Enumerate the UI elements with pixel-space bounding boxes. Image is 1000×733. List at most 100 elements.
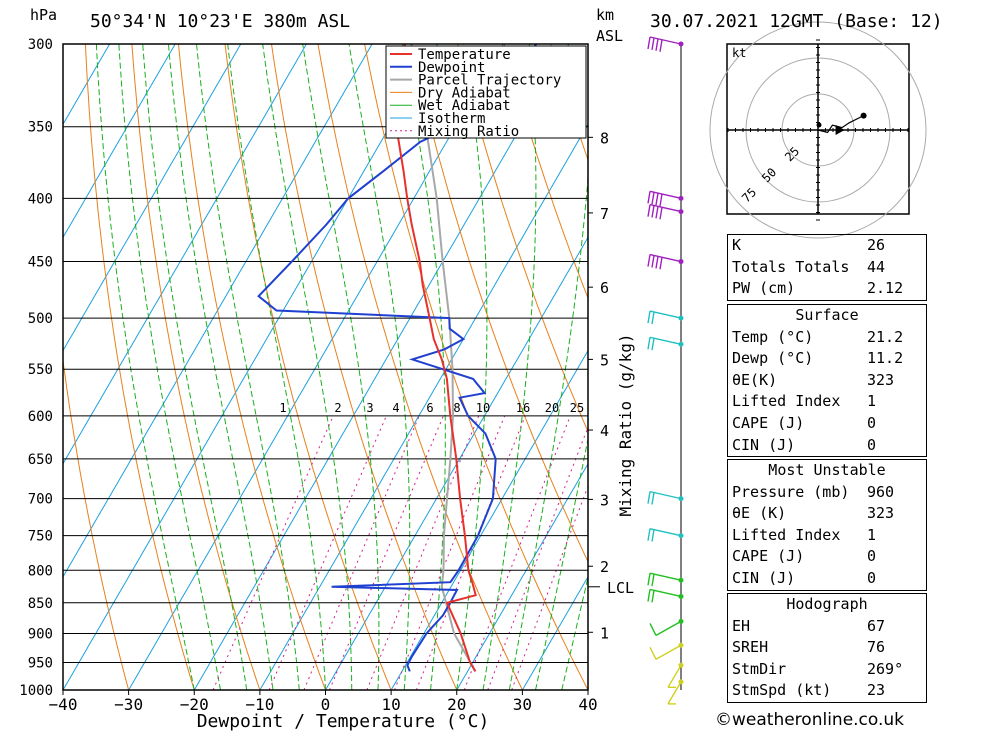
- wind-barb: [667, 662, 684, 688]
- x-tick-label: 40: [578, 695, 597, 714]
- wind-barb: [647, 336, 684, 351]
- wind-feather: [655, 38, 659, 51]
- pressure-label: 350: [28, 120, 53, 136]
- wind-feather: [651, 192, 655, 205]
- most-unstable-label: CIN (J): [732, 568, 796, 587]
- most-unstable-value: 0: [867, 547, 877, 566]
- legend-item: Dewpoint: [418, 60, 485, 76]
- dry-adiabat-line: [503, 44, 588, 300]
- wind-barb: [647, 527, 684, 542]
- wind-feather: [647, 36, 651, 50]
- wet-adiabat-line: [227, 44, 326, 690]
- mixing-ratio-label: 10: [476, 401, 490, 415]
- wet-adiabat-line: [196, 44, 300, 690]
- hodograph-stat-value: 23: [867, 681, 886, 700]
- surface-row: Lifted Index 1: [728, 391, 926, 413]
- surface-value: 0: [867, 435, 877, 454]
- temperature-profile: [395, 44, 477, 672]
- surface-label: CAPE (J): [732, 413, 805, 432]
- parcel-trajectory-profile: [410, 44, 477, 672]
- wet-adiabat-line: [561, 575, 588, 690]
- dry-adiabat-line: [969, 44, 1000, 690]
- wind-feather: [651, 338, 655, 351]
- km-tick-label: 2: [600, 558, 609, 576]
- legend-item: Parcel Trajectory: [418, 73, 561, 89]
- hodograph-stat-label: StmDir: [732, 659, 787, 678]
- wind-shaft: [649, 572, 682, 581]
- wet-adiabat-line: [302, 44, 380, 690]
- most-unstable-row: CIN (J) 0: [728, 568, 926, 590]
- wind-shaft: [649, 190, 682, 200]
- most-unstable-row: CAPE (J) 0: [728, 546, 926, 568]
- wet-adiabat-line: [456, 44, 488, 690]
- wind-shaft: [649, 203, 682, 213]
- surface-table: Surface Temp (°C) 21.2 Dewp (°C) 11.2 θE(K) 32…: [727, 304, 927, 458]
- index-value: 44: [867, 257, 886, 276]
- most-unstable-label: θE (K): [732, 504, 787, 523]
- plot-frame: [62, 43, 589, 691]
- hodograph-start-dot: [816, 122, 822, 128]
- surface-label: θE(K): [732, 370, 778, 389]
- wind-barb: [647, 203, 684, 220]
- hodograph-stat-heading: Hodograph: [786, 595, 868, 613]
- most-unstable-value: 0: [867, 568, 877, 587]
- isotherm-line: [63, 44, 111, 126]
- wind-feather: [659, 257, 663, 270]
- isotherm-line: [456, 462, 588, 690]
- dewpoint-profile: [257, 44, 537, 672]
- hodograph-stat-row: StmDir 269°: [728, 659, 926, 681]
- index-label: Totals Totals: [732, 257, 850, 276]
- surface-value: 1: [867, 392, 877, 411]
- most-unstable-value: 323: [867, 504, 895, 523]
- wet-adiabat-line: [482, 44, 537, 690]
- most-unstable-heading: Most Unstable: [768, 461, 886, 479]
- mixing-ratio-line: [366, 415, 480, 690]
- hodograph-unit: kt: [732, 46, 746, 60]
- height-unit-asl: ASL: [596, 27, 623, 45]
- most-unstable-label: Pressure (mb): [732, 482, 850, 501]
- km-tick-label: 7: [600, 205, 609, 223]
- index-row: PW (cm) 2.12: [728, 278, 926, 300]
- isotherm-line: [63, 44, 176, 239]
- surface-row: Temp (°C) 21.2: [728, 327, 926, 349]
- hodograph-stat-row: SREH 76: [728, 637, 926, 659]
- km-tick-label: 1: [600, 624, 609, 642]
- surface-label: Dewp (°C): [732, 349, 814, 368]
- dry-adiabat-line: [178, 44, 326, 690]
- wind-feather: [647, 589, 651, 602]
- wind-shaft: [649, 310, 682, 319]
- mixing-ratio-line: [212, 415, 334, 690]
- mixing-ratio-axis-label: Mixing Ratio (g/kg): [616, 333, 635, 516]
- wet-adiabat-line: [348, 44, 411, 690]
- index-label: K: [732, 236, 742, 254]
- wind-barb: [647, 572, 684, 587]
- wind-feather: [651, 37, 655, 51]
- x-tick-label: −20: [180, 695, 209, 714]
- pressure-unit: hPa: [30, 6, 57, 24]
- pressure-label: 800: [28, 563, 53, 579]
- km-tick-label: 5: [600, 351, 609, 369]
- x-tick-label: −10: [245, 695, 274, 714]
- wind-shaft: [667, 681, 682, 705]
- mixing-ratio-line: [329, 415, 444, 690]
- surface-label: Lifted Index: [732, 392, 841, 411]
- pressure-label: 500: [28, 311, 53, 327]
- mixing-ratio-label: 16: [516, 401, 530, 415]
- wind-shaft: [649, 336, 682, 345]
- wind-barb: [649, 618, 684, 637]
- mixing-ratio-line: [303, 415, 420, 690]
- legend-item: Temperature: [418, 47, 511, 63]
- pressure-label: 1000: [19, 683, 53, 699]
- wind-shaft: [667, 664, 682, 688]
- index-row: Totals Totals 44: [728, 257, 926, 279]
- most-unstable-row: Pressure (mb) 960: [728, 482, 926, 504]
- wind-feather: [659, 207, 663, 220]
- wind-barb: [647, 588, 684, 603]
- pressure-label: 450: [28, 255, 53, 271]
- hodograph-table: Hodograph EH 67 SREH 76 StmDir 269° StmSpd (kt)…: [727, 593, 927, 703]
- mixing-ratio-label: 2: [334, 401, 341, 415]
- dry-adiabat-line: [271, 44, 458, 690]
- wind-feather: [655, 206, 659, 219]
- pressure-label: 400: [28, 191, 53, 207]
- wind-feather: [649, 646, 657, 660]
